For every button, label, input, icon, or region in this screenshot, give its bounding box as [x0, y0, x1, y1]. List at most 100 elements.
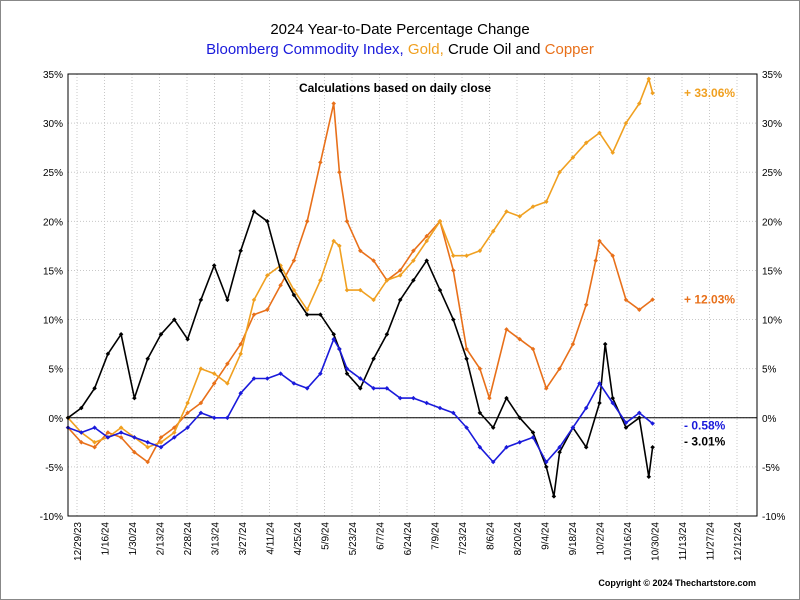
x-tick-label: 2/28/24: [183, 522, 194, 556]
data-point: [371, 386, 376, 391]
y-tick-label: 25%: [43, 168, 63, 179]
data-point: [358, 287, 363, 293]
data-point: [344, 366, 350, 371]
series-line: [67, 338, 654, 463]
data-point: [530, 435, 536, 440]
data-point: [551, 494, 557, 499]
data-point: [623, 425, 629, 430]
data-point: [530, 346, 536, 352]
data-point: [79, 430, 84, 435]
data-point: [265, 273, 270, 278]
plot-area-border: [67, 73, 758, 517]
copyright-text: Copyright © 2024 Thechartstore.com: [598, 578, 756, 588]
y-tick-label-right: 10%: [762, 316, 782, 327]
data-point: [79, 405, 84, 411]
data-point: [583, 302, 589, 308]
data-point: [451, 410, 456, 416]
y-tick-label-right: 25%: [762, 168, 782, 179]
data-point: [602, 341, 608, 347]
chart-title: 2024 Year-to-Date Percentage Change: [270, 21, 529, 38]
data-point: [646, 474, 652, 479]
data-point: [358, 376, 363, 381]
data-point: [623, 297, 629, 303]
x-tick-label: 9/4/24: [541, 522, 552, 550]
x-tick-label: 7/23/24: [458, 522, 469, 556]
data-point: [490, 228, 496, 234]
x-tick-label: 6/24/24: [403, 522, 414, 556]
x-tick-label: 1/16/24: [101, 522, 112, 556]
data-point: [172, 435, 177, 440]
data-point: [185, 336, 190, 342]
x-tick-label: 12/29/23: [73, 522, 84, 561]
data-point: [517, 336, 522, 342]
data-point: [158, 440, 164, 445]
data-point: [384, 386, 390, 391]
data-point: [593, 258, 598, 263]
data-point: [291, 381, 297, 386]
y-tick-label: 0%: [49, 414, 64, 425]
data-point: [185, 400, 190, 406]
data-point: [278, 282, 283, 288]
chart-subtitle: Bloomberg Commodity Index, Gold, Crude O…: [206, 41, 594, 58]
data-point: [344, 287, 350, 293]
data-point: [650, 445, 655, 450]
data-point: [504, 395, 509, 401]
data-point: [371, 297, 376, 303]
data-point: [544, 459, 549, 465]
y-tick-label: 15%: [43, 266, 63, 277]
data-point: [411, 278, 416, 283]
data-point: [318, 160, 323, 165]
data-point: [637, 410, 642, 416]
data-point: [251, 312, 257, 317]
data-point: [265, 307, 270, 312]
subtitle-part-copper: Copper: [545, 41, 594, 58]
x-tick-label: 8/6/24: [486, 522, 497, 550]
data-point: [597, 400, 602, 406]
data-point: [477, 410, 483, 416]
data-point: [544, 464, 549, 470]
data-point: [530, 430, 536, 435]
data-point: [490, 459, 496, 465]
y-tick-label: -5%: [45, 463, 63, 474]
end-value-labels: + 12.03% + 33.06% - 3.01% - 0.58%: [684, 86, 735, 448]
data-point: [597, 381, 602, 386]
data-point: [304, 307, 310, 312]
data-point: [291, 258, 297, 263]
data-point: [278, 268, 283, 273]
data-point: [304, 386, 310, 391]
data-point: [570, 425, 576, 430]
data-point: [490, 425, 496, 430]
x-tick-label: 9/18/24: [568, 522, 579, 556]
x-tick-label: 12/12/24: [733, 522, 744, 561]
y-tick-label-right: 15%: [762, 266, 782, 277]
y-axis-right: -10% -5% 0% 5% 10% 15% 20% 25% 30% 35%: [762, 70, 785, 523]
x-tick-label: 8/20/24: [513, 522, 524, 556]
data-point: [464, 356, 469, 362]
data-point: [464, 253, 469, 258]
series-lines: [65, 76, 655, 499]
y-tick-label-right: -5%: [762, 463, 780, 474]
y-tick-label-right: 20%: [762, 217, 782, 228]
y-tick-label-right: 0%: [762, 414, 777, 425]
data-point: [304, 312, 310, 317]
y-tick-label: -10%: [40, 512, 63, 523]
data-point: [610, 400, 615, 406]
data-point: [477, 366, 483, 371]
data-point: [384, 278, 390, 283]
data-point: [331, 332, 336, 337]
x-tick-label: 10/30/24: [651, 522, 662, 561]
data-point: [172, 430, 177, 435]
data-point: [172, 317, 177, 322]
data-point: [185, 410, 190, 416]
x-tick-label: 7/9/24: [431, 522, 442, 550]
data-point: [318, 312, 323, 317]
y-axis-left: -10% -5% 0% 5% 10% 15% 20% 25% 30% 35%: [40, 70, 63, 523]
chart-annotation: Calculations based on daily close: [299, 81, 491, 95]
series-gold: [65, 76, 655, 450]
subtitle-part-bloomberg: Bloomberg Commodity Index,: [206, 41, 408, 58]
data-point: [185, 425, 190, 430]
data-point: [384, 332, 390, 337]
data-point: [358, 248, 363, 254]
data-point: [623, 420, 629, 425]
